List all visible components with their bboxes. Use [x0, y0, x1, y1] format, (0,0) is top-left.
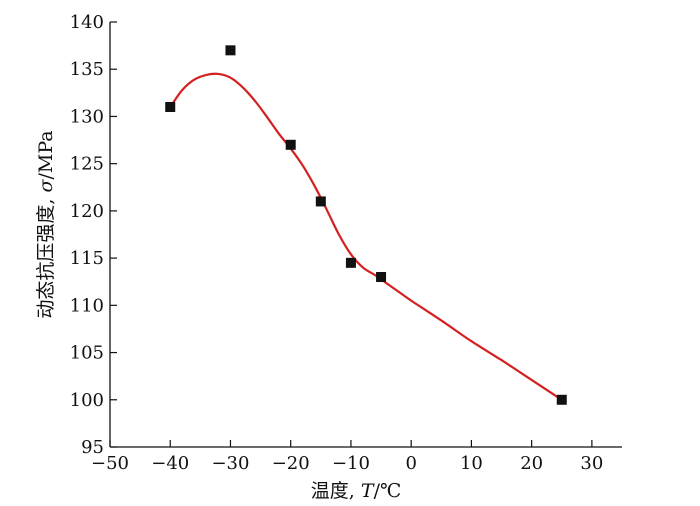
- x-tick-label: −10: [332, 453, 370, 474]
- y-tick-label: 140: [70, 12, 104, 33]
- data-point-marker: [376, 272, 387, 282]
- y-tick-label: 130: [70, 106, 104, 127]
- x-ticks: −50 −40 −30 −20 −10 0 10 20 30: [91, 440, 603, 474]
- y-tick-label: 120: [70, 201, 104, 222]
- x-tick-label: −40: [151, 453, 189, 474]
- y-axis-label-var: σ: [35, 179, 57, 193]
- x-tick-label: 10: [460, 453, 483, 474]
- x-axis-label-var: T: [361, 480, 375, 502]
- x-tick-label: 30: [580, 453, 603, 474]
- y-tick-label: 110: [70, 295, 104, 316]
- x-axis-label-unit: /℃: [374, 480, 402, 502]
- data-point-marker: [165, 102, 176, 112]
- y-ticks: 95 100 105 110 115 120 125 130 135 140: [70, 12, 117, 458]
- y-tick-label: 105: [70, 343, 104, 364]
- x-tick-label: −30: [211, 453, 249, 474]
- y-axis-label-prefix: 动态抗压强度,: [35, 193, 57, 319]
- data-point-marker: [345, 257, 356, 268]
- x-tick-label: 20: [520, 453, 543, 474]
- y-tick-label: 125: [70, 154, 104, 175]
- data-markers: [165, 45, 567, 405]
- y-tick-label: 100: [70, 390, 104, 411]
- y-tick-label: 135: [70, 59, 104, 80]
- fit-curve-line: [169, 72, 563, 401]
- data-point-marker: [556, 394, 567, 405]
- y-tick-label: 115: [70, 248, 104, 269]
- y-axis-label-unit: /MPa: [35, 130, 57, 179]
- data-point-marker: [285, 139, 296, 150]
- x-tick-label: −50: [91, 453, 129, 474]
- x-axis-label: 温度, T/℃: [311, 480, 401, 502]
- x-tick-label: −20: [272, 453, 310, 474]
- x-tick-label: 0: [405, 453, 416, 474]
- y-axis-label: 动态抗压强度, σ/MPa: [35, 130, 57, 318]
- y-tick-label: 95: [81, 437, 104, 458]
- data-point-marker: [225, 45, 236, 56]
- data-point-marker: [315, 196, 326, 207]
- x-axis-label-prefix: 温度,: [311, 480, 361, 502]
- plot-area: −50 −40 −30 −20 −10 0 10 20 30 95 100 105 110 115 120…: [70, 12, 622, 474]
